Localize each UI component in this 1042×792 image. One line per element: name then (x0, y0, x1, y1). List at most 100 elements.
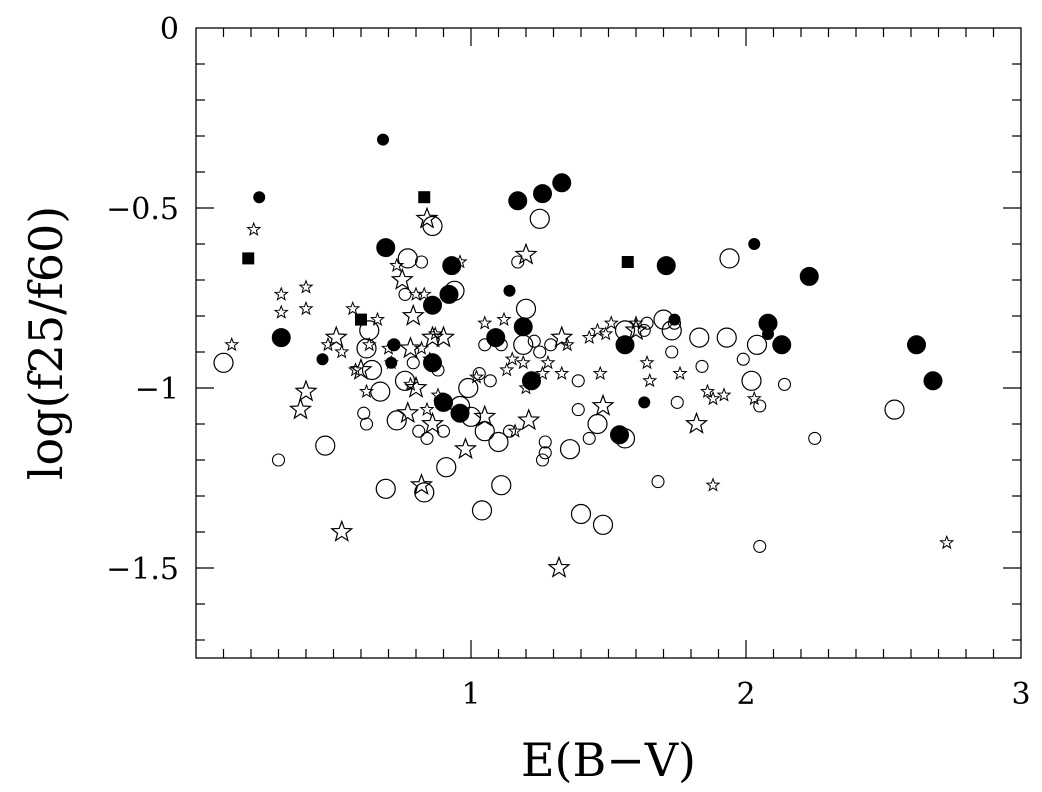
data-point-open-star-small (427, 326, 443, 341)
data-point-open-circle-large (614, 428, 636, 449)
data-point-open-circle-small (538, 446, 552, 460)
data-point-open-circle-large (614, 320, 636, 341)
data-point-open-circle-small (640, 316, 654, 330)
data-point-open-star-small (383, 354, 399, 370)
data-point-filled-circle-small (377, 133, 389, 146)
data-point-filled-circle-large (376, 238, 396, 258)
data-point-open-star-small (504, 351, 520, 366)
data-point-open-star-small (380, 340, 397, 355)
data-point-open-circle-large (436, 457, 457, 478)
data-point-open-circle-small (571, 374, 585, 388)
data-point-filled-circle-large (799, 266, 819, 286)
data-point-open-star-small (699, 383, 716, 399)
data-point-open-circle-small (753, 399, 767, 413)
data-point-filled-circle-large (450, 403, 470, 423)
data-point-open-star-large (453, 436, 478, 460)
data-point-filled-circle-small (503, 284, 516, 297)
tick-labels: 1 2 3 0 −0.5 −1 −1.5 (106, 12, 1030, 712)
data-point-open-star-small (598, 326, 614, 341)
data-point-open-star-large (431, 325, 456, 348)
data-point-filled-circle-large (271, 328, 291, 348)
data-point-open-star-small (416, 286, 432, 301)
data-point-open-star-large (547, 555, 571, 578)
data-point-open-circle-small (753, 539, 767, 553)
x-tick-label: 1 (461, 677, 480, 712)
data-point-open-circle-small (544, 338, 558, 352)
data-point-open-circle-large (746, 334, 768, 355)
data-point-filled-square (418, 191, 431, 204)
data-point-filled-square (621, 256, 634, 268)
data-point-open-circle-large (559, 439, 581, 460)
data-point-open-star-large (349, 357, 373, 380)
axis-ticks (196, 28, 1021, 658)
data-point-open-circle-small (494, 338, 508, 352)
data-point-filled-circle-small (316, 353, 329, 366)
data-point-open-circle-large (884, 399, 905, 420)
data-point-open-circle-small (359, 417, 374, 431)
data-point-open-circle-large (474, 421, 495, 442)
data-point-open-circle-large (315, 435, 336, 456)
data-point-open-star-small (499, 362, 515, 377)
data-point-filled-circle-large (923, 371, 943, 391)
data-point-open-circle-large (741, 370, 762, 391)
data-point-open-star-small (939, 534, 955, 550)
data-point-open-circle-small (582, 431, 596, 445)
y-tick-label: −1 (135, 372, 179, 407)
data-point-open-circle-large (661, 320, 682, 341)
data-point-open-star-large (324, 325, 348, 348)
data-point-filled-circle-large (552, 173, 572, 193)
data-point-open-circle-small (436, 424, 451, 438)
data-point-filled-circle-large (434, 392, 453, 412)
data-point-open-star-small (559, 336, 575, 352)
data-point-filled-circle-large (907, 335, 926, 355)
data-point-open-star-small (419, 401, 435, 417)
data-point-open-circle-large (488, 431, 509, 453)
data-point-open-circle-large (592, 514, 614, 535)
data-point-open-circle-large (719, 248, 740, 269)
data-point-open-star-small (581, 329, 597, 345)
data-point-open-circle-large (570, 503, 592, 525)
data-point-open-star-small (273, 286, 289, 301)
data-point-open-circle-large (587, 413, 608, 435)
data-point-open-star-large (288, 397, 313, 420)
data-point-open-circle-small (431, 363, 445, 377)
data-point-open-circle-large (689, 327, 710, 348)
y-tick-label: −0.5 (106, 192, 179, 227)
data-point-open-star-large (396, 400, 420, 424)
data-point-open-star-small (273, 304, 289, 319)
data-point-open-circle-small (777, 377, 792, 391)
data-point-open-star-small (716, 387, 732, 402)
data-point-open-circle-large (444, 280, 465, 301)
data-point-open-star-small (347, 362, 364, 377)
data-point-open-star-large (401, 303, 425, 326)
data-point-open-star-small (413, 340, 430, 355)
data-point-open-star-small (642, 372, 658, 388)
data-point-open-star-small (518, 380, 534, 395)
data-point-open-star-small (639, 354, 655, 370)
data-points (213, 133, 955, 578)
data-point-open-circle-small (483, 374, 497, 388)
data-point-open-star-large (591, 393, 615, 416)
data-point-filled-circle-small (388, 338, 400, 351)
data-point-open-circle-large (449, 395, 471, 417)
data-point-open-star-small (369, 311, 386, 327)
y-axis-label: log(f25/f60) (19, 206, 73, 480)
y-tick-label: −1.5 (106, 552, 179, 587)
data-point-open-circle-large (458, 377, 479, 399)
data-point-open-circle-small (502, 424, 517, 438)
data-point-open-star-large (409, 472, 434, 496)
data-point-open-star-small (746, 390, 762, 406)
data-point-open-star-large (398, 336, 423, 359)
data-point-open-star-small (477, 315, 493, 330)
data-point-open-star-small (628, 315, 644, 330)
data-point-filled-circle-large (656, 256, 676, 276)
data-point-open-star-small (603, 315, 619, 330)
data-point-open-star-large (624, 318, 648, 341)
plot-frame (195, 27, 1022, 659)
data-point-open-star-small (320, 336, 336, 352)
data-point-open-star-small (389, 257, 405, 273)
data-point-open-star-small (468, 369, 485, 384)
data-point-open-circle-small (478, 338, 492, 352)
data-point-open-star-small (540, 354, 556, 370)
data-point-filled-square (355, 313, 367, 326)
